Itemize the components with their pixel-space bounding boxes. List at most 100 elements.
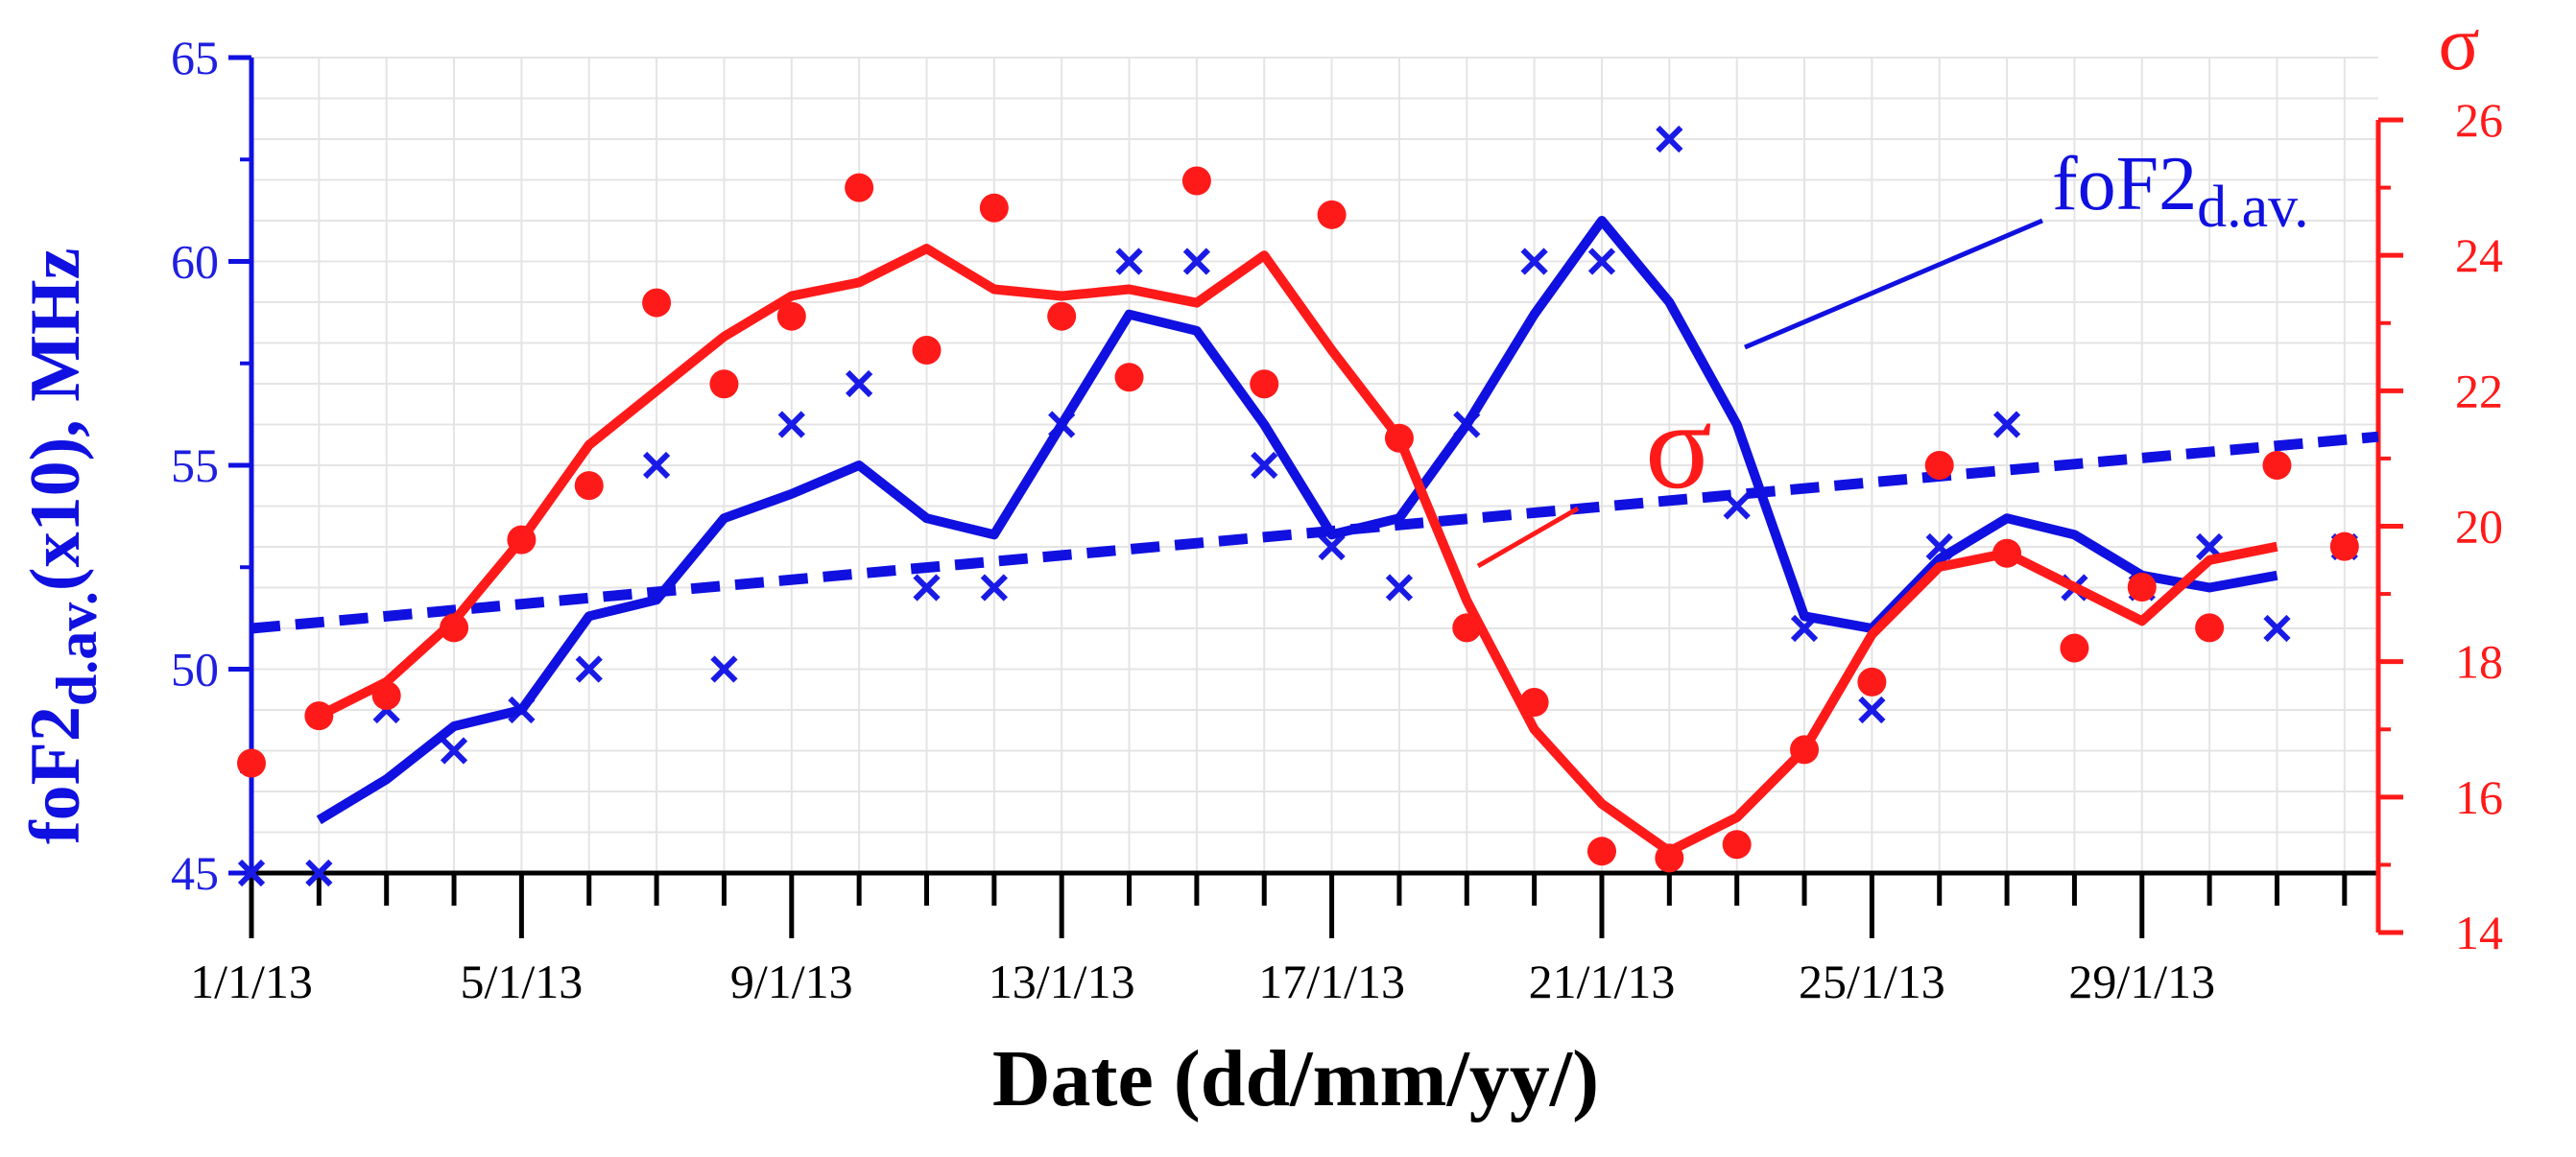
x-axis-title: Date (dd/mm/yy/) xyxy=(992,1034,1599,1123)
data-point-sigma xyxy=(2060,633,2089,663)
data-point-fof2 xyxy=(1858,696,1886,724)
series-line-fof2d-av xyxy=(316,216,2278,825)
data-point-fof2 xyxy=(237,859,266,887)
data-point-sigma xyxy=(1114,363,1144,392)
x-marker-stroke xyxy=(1925,532,1953,561)
y-axis-right-title: σ xyxy=(2438,2,2479,86)
data-point-fof2 xyxy=(1385,574,1414,602)
x-marker-stroke xyxy=(1587,248,1616,275)
x-marker-stroke xyxy=(2196,532,2224,561)
y-axis-left-tick-label: 55 xyxy=(171,438,219,492)
x-marker-stroke xyxy=(1385,574,1414,602)
x-marker-stroke xyxy=(913,574,941,602)
x-marker-stroke xyxy=(1858,696,1886,724)
data-point-sigma xyxy=(1924,450,1954,480)
y-axis-right-tick-label: 22 xyxy=(2455,364,2503,417)
x-marker-stroke xyxy=(575,655,603,683)
data-point-sigma xyxy=(1586,837,1616,866)
x-axis-tick-label: 17/1/13 xyxy=(1258,955,1405,1008)
grid-lines xyxy=(250,57,2378,874)
x-marker-stroke xyxy=(2263,614,2291,643)
y-axis-right-tick-label: 14 xyxy=(2455,906,2503,959)
data-point-sigma xyxy=(2127,573,2157,602)
annotation-fof2-label: foF2d.av. xyxy=(2052,142,2309,240)
y-axis-right-tick-label: 24 xyxy=(2455,228,2503,282)
data-point-fof2 xyxy=(846,369,873,398)
data-point-fof2 xyxy=(1251,451,1278,480)
x-marker-stroke xyxy=(1182,248,1211,275)
y-axis-left-tick-label: 65 xyxy=(171,31,219,84)
data-point-sigma xyxy=(2329,531,2359,561)
x-axis-tick-label: 13/1/13 xyxy=(989,955,1135,1008)
y-axis-left-title-sub: d.av. xyxy=(45,591,108,706)
x-marker-stroke xyxy=(777,411,805,438)
data-point-sigma xyxy=(709,369,739,399)
x-axis-tick-label: 29/1/13 xyxy=(2068,955,2215,1008)
data-point-fof2 xyxy=(575,655,603,683)
y-axis-right-tick-label: 20 xyxy=(2455,500,2503,554)
x-marker-stroke xyxy=(1251,451,1278,480)
annotation-fof2-sub: d.av. xyxy=(2197,175,2309,240)
data-point-sigma xyxy=(1317,200,1347,229)
y-axis-left-tick-label: 60 xyxy=(171,235,219,289)
data-point-fof2 xyxy=(1520,248,1548,275)
data-point-fof2 xyxy=(710,655,738,683)
y-axis-right-tick-label: 18 xyxy=(2455,635,2503,689)
x-marker-stroke xyxy=(1115,248,1143,275)
x-marker-stroke xyxy=(980,574,1008,602)
data-point-fof2 xyxy=(2263,614,2291,643)
data-point-fof2 xyxy=(1182,248,1211,275)
y-axis-left-title: foF2d.av.(x10), MHz xyxy=(16,248,108,844)
labels-layer: foF2d.av.(x10), MHz Date (dd/mm/yy/) σ f… xyxy=(16,2,2480,1123)
data-point-fof2 xyxy=(1656,125,1683,153)
data-point-sigma xyxy=(574,471,604,501)
data-point-sigma xyxy=(1722,830,1752,860)
x-axis-tick-label: 21/1/13 xyxy=(1529,955,1676,1008)
data-point-sigma xyxy=(1047,301,1077,331)
data-point-fof2 xyxy=(440,737,468,765)
data-point-fof2 xyxy=(1992,411,2021,438)
data-point-sigma xyxy=(1250,369,1279,399)
data-point-sigma xyxy=(912,335,942,365)
data-point-sigma xyxy=(237,748,266,778)
series-layer xyxy=(237,125,2379,887)
data-point-sigma xyxy=(776,301,806,331)
annotation-fof2-main: foF2 xyxy=(2052,142,2197,226)
y-axis-right-tick-label: 26 xyxy=(2455,93,2503,147)
series-line- xyxy=(317,244,2278,857)
y-axis-left-title-rest: (x10), MHz xyxy=(16,248,95,592)
series-line-fof2-trend xyxy=(250,431,2379,634)
data-point-fof2 xyxy=(777,411,805,438)
x-marker-stroke xyxy=(1318,532,1346,561)
x-marker-stroke xyxy=(710,655,738,683)
y-axis-left-tick-label: 45 xyxy=(171,846,219,900)
x-marker-stroke xyxy=(1656,125,1683,153)
data-point-fof2 xyxy=(1587,248,1616,275)
data-point-fof2 xyxy=(913,574,941,602)
data-point-sigma xyxy=(2195,613,2225,643)
data-point-fof2 xyxy=(980,574,1008,602)
x-marker-stroke xyxy=(237,859,266,887)
x-marker-stroke xyxy=(1520,248,1548,275)
data-point-fof2 xyxy=(1115,248,1143,275)
y-axis-left-title-main: foF2 xyxy=(16,706,95,844)
data-point-sigma xyxy=(845,173,874,202)
data-point-fof2 xyxy=(305,859,333,887)
x-marker-stroke xyxy=(305,859,333,887)
x-marker-stroke xyxy=(1992,411,2021,438)
data-point-sigma xyxy=(2262,450,2292,480)
x-axis-tick-label: 1/1/13 xyxy=(190,955,313,1008)
data-point-sigma xyxy=(440,613,469,643)
x-axis-tick-label: 5/1/13 xyxy=(460,955,583,1008)
y-axis-left-tick-label: 50 xyxy=(171,643,219,697)
x-marker-stroke xyxy=(440,737,468,765)
x-marker-stroke xyxy=(1723,492,1751,520)
x-marker-stroke xyxy=(846,369,873,398)
data-point-sigma xyxy=(1181,166,1211,196)
data-point-sigma xyxy=(1857,667,1887,697)
data-point-fof2 xyxy=(1318,532,1346,561)
annotation-fof2-pointer xyxy=(1744,218,2043,350)
x-axis-tick-label: 25/1/13 xyxy=(1799,955,1945,1008)
data-point-fof2 xyxy=(642,451,671,480)
